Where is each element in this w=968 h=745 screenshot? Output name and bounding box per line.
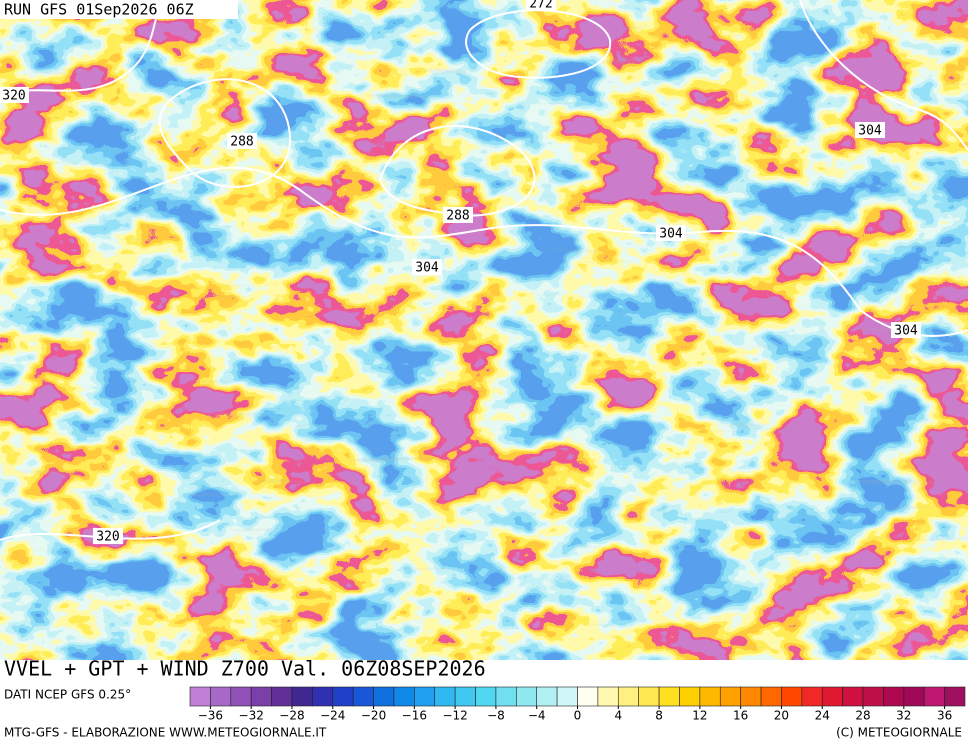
colorbar-cell (781, 686, 803, 707)
colorbar-cell (883, 686, 905, 707)
colorbar-tick-label: −20 (361, 709, 386, 723)
colorbar-cell (352, 686, 374, 707)
colorbar-cell (923, 686, 945, 707)
contour-label-box (656, 225, 686, 241)
colorbar-tick-label: 0 (574, 709, 582, 723)
colorbar: −36 −32 −28 −24 −20 −16 −12 −8 −4 0 4 8 12 16 20 24 28 32… (189, 686, 966, 723)
contour-label: 288 (446, 209, 469, 224)
colorbar-cell (903, 686, 925, 707)
colorbar-cell (658, 686, 680, 707)
contour-304b (799, 0, 968, 151)
contour-label-box (891, 322, 921, 338)
colorbar-tick-label: −36 (198, 709, 223, 723)
colorbar-cell (516, 686, 538, 707)
colorbar-cell (597, 686, 619, 707)
contour-304 (0, 166, 968, 337)
contour-labels: 272 320 288 288 304 304 304 304 320 (0, 0, 921, 545)
colorbar-cell (944, 686, 966, 707)
colorbar-tick-label: 4 (614, 709, 622, 723)
colorbar-cell (760, 686, 782, 707)
contour-label-box (93, 528, 123, 544)
colorbar-cell (679, 686, 701, 707)
colorbar-cell (189, 686, 211, 707)
colorbar-tick-label: 16 (733, 709, 748, 723)
colorbar-cell (740, 686, 762, 707)
run-box (0, 0, 238, 19)
contour-label: 272 (529, 0, 552, 12)
colorbar-tick-label: −12 (442, 709, 467, 723)
contour-label-box (227, 133, 257, 149)
colorbar-cell (271, 686, 293, 707)
colorbar-tick-label: −4 (528, 709, 546, 723)
contour-288 (378, 125, 536, 217)
contour-label: 304 (659, 227, 683, 242)
run-label: RUN GFS 01Sep2026 06Z (4, 1, 194, 19)
source-label: DATI NCEP GFS 0.25° (4, 688, 131, 702)
colorbar-cell (454, 686, 476, 707)
colorbar-tick-label: −8 (487, 709, 505, 723)
contour-label: 288 (230, 135, 253, 150)
colorbar-cell (536, 686, 558, 707)
colorbar-tick-label: −24 (320, 709, 345, 723)
colorbar-cell (577, 686, 599, 707)
colorbar-cell (393, 686, 415, 707)
contour-label: 320 (2, 89, 25, 104)
credit-left: MTG-GFS - ELABORAZIONE WWW.METEOGIORNALE… (4, 726, 327, 740)
wind-streamlines (0, 0, 968, 660)
colorbar-cell (842, 686, 864, 707)
colorbar-tick-label: 32 (896, 709, 911, 723)
colorbar-cell (373, 686, 395, 707)
colorbar-tick-label: −16 (402, 709, 427, 723)
colorbar-cell (312, 686, 334, 707)
colorbar-cell (210, 686, 232, 707)
contour-label-box (855, 122, 885, 138)
colorbar-cell (414, 686, 436, 707)
colorbar-cell (250, 686, 272, 707)
footer-title: VVEL + GPT + WIND Z700 Val. 06Z08SEP2026 (4, 657, 486, 681)
contour-288b (158, 78, 292, 188)
colorbar-cell (617, 686, 639, 707)
colorbar-tick-label: 20 (774, 709, 789, 723)
contour-label-box (412, 259, 442, 275)
colorbar-tick-label: 28 (855, 709, 870, 723)
colorbar-tick-label: 36 (937, 709, 952, 723)
contour-label: 304 (415, 261, 439, 276)
contour-label-box (526, 0, 556, 11)
colorbar-cell (332, 686, 354, 707)
colorbar-cell (495, 686, 517, 707)
colorbar-cell (801, 686, 823, 707)
colorbar-cell (434, 686, 456, 707)
contour-label: 320 (96, 530, 119, 545)
colorbar-cell (230, 686, 252, 707)
colorbar-cell (821, 686, 843, 707)
colorbar-cell (291, 686, 313, 707)
colorbar-tick-label: 24 (815, 709, 830, 723)
contour-label: 304 (894, 324, 918, 339)
colorbar-cell (862, 686, 884, 707)
contour-label-box (0, 87, 29, 103)
credit-right: (C) METEOGIORNALE (836, 726, 962, 740)
colorbar-cell (699, 686, 721, 707)
colorbar-cell (556, 686, 578, 707)
map: 272 320 288 288 304 304 304 304 320 (0, 0, 968, 660)
colorbar-tick-label: 8 (655, 709, 663, 723)
colorbar-cell (719, 686, 741, 707)
colorbar-tick-label: 12 (692, 709, 707, 723)
contour-label: 304 (858, 124, 882, 139)
colorbar-tick-label: −32 (239, 709, 264, 723)
colorbar-cell (638, 686, 660, 707)
contour-label-box (443, 207, 473, 223)
colorbar-tick-label: −28 (279, 709, 304, 723)
colorbar-cell (475, 686, 497, 707)
